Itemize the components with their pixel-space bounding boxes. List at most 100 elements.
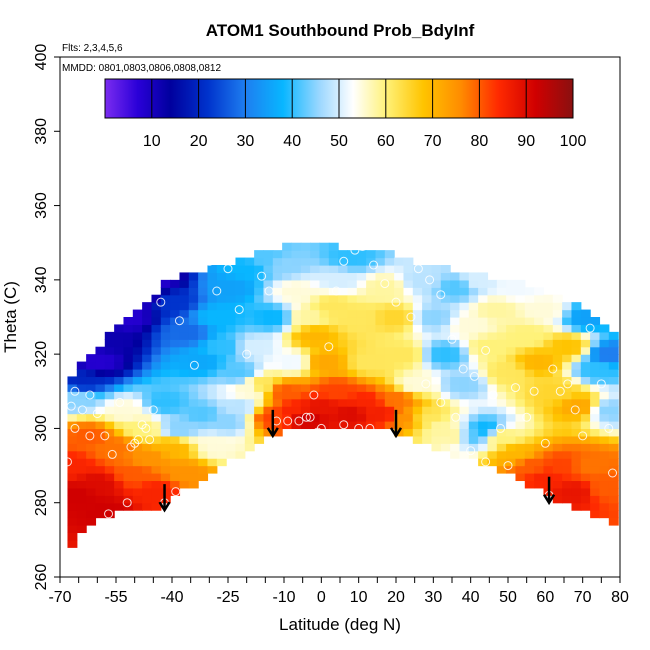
heatmap-cell bbox=[310, 317, 321, 326]
heatmap-cell bbox=[384, 354, 395, 363]
heatmap-cell bbox=[170, 421, 181, 430]
heatmap-cell bbox=[310, 302, 321, 311]
heatmap-cell bbox=[524, 465, 535, 474]
heatmap-cell bbox=[104, 383, 115, 392]
heatmap-cell bbox=[263, 309, 274, 318]
heatmap-cell bbox=[114, 406, 125, 415]
x-tick-label: -10 bbox=[272, 589, 295, 606]
heatmap-cell bbox=[160, 324, 171, 333]
heatmap-cell bbox=[188, 294, 199, 303]
heatmap-cell bbox=[263, 331, 274, 340]
heatmap-cell bbox=[263, 257, 274, 266]
observation-point bbox=[458, 364, 468, 374]
observation-point bbox=[466, 446, 476, 456]
heatmap-cell bbox=[431, 435, 442, 444]
heatmap-cell bbox=[282, 391, 293, 400]
heatmap-cell bbox=[151, 458, 162, 467]
heatmap-cell bbox=[226, 339, 237, 348]
heatmap-cell bbox=[422, 279, 433, 288]
observation-point bbox=[156, 297, 166, 307]
heatmap-cell bbox=[254, 435, 265, 444]
observation-point bbox=[421, 379, 431, 389]
heatmap-cell bbox=[282, 294, 293, 303]
heatmap-cell bbox=[431, 376, 442, 385]
heatmap-cell bbox=[487, 324, 498, 333]
heatmap-cell bbox=[123, 480, 134, 489]
heatmap-cell bbox=[496, 398, 507, 407]
heatmap-cell bbox=[244, 317, 255, 326]
heatmap-cell bbox=[580, 465, 591, 474]
heatmap-cell bbox=[403, 413, 414, 422]
heatmap-cell bbox=[524, 413, 535, 422]
y-tick-label: 400 bbox=[33, 44, 50, 71]
observation-point bbox=[354, 423, 364, 433]
heatmap-cell bbox=[132, 369, 143, 378]
heatmap-cell bbox=[207, 324, 218, 333]
observation-point bbox=[529, 386, 539, 396]
observation-point bbox=[436, 397, 446, 407]
heatmap-cell bbox=[132, 480, 143, 489]
heatmap-cell bbox=[366, 398, 377, 407]
observation-point bbox=[223, 264, 233, 274]
heatmap-cell bbox=[478, 331, 489, 340]
heatmap-cell bbox=[104, 369, 115, 378]
heatmap-cell bbox=[123, 487, 134, 496]
heatmap-cell bbox=[67, 487, 78, 496]
heatmap-cell bbox=[375, 383, 386, 392]
heatmap-cell bbox=[394, 406, 405, 415]
heatmap-cell bbox=[235, 361, 246, 370]
heatmap-cell bbox=[468, 413, 479, 422]
heatmap-cell bbox=[104, 435, 115, 444]
heatmap-cell bbox=[356, 383, 367, 392]
heatmap-cell bbox=[179, 361, 190, 370]
heatmap-cell bbox=[524, 294, 535, 303]
heatmap-cell bbox=[226, 287, 237, 296]
heatmap-cell bbox=[254, 361, 265, 370]
heatmap-cell bbox=[104, 406, 115, 415]
heatmap-cell bbox=[160, 450, 171, 459]
heatmap-cell bbox=[244, 287, 255, 296]
heatmap-cell bbox=[440, 272, 451, 281]
heatmap-cell bbox=[394, 279, 405, 288]
heatmap-cell bbox=[300, 287, 311, 296]
heatmap-cell bbox=[571, 346, 582, 355]
heatmap-cell bbox=[524, 346, 535, 355]
heatmap-cell bbox=[440, 398, 451, 407]
heatmap-cell bbox=[338, 398, 349, 407]
arrow-marker bbox=[389, 409, 403, 439]
heatmap-cell bbox=[496, 279, 507, 288]
heatmap-cell bbox=[95, 502, 106, 511]
colorbar: 10 20 30 40 50 60 70 80 90 100 bbox=[104, 78, 586, 150]
heatmap-cell bbox=[552, 361, 563, 370]
heatmap-cell bbox=[319, 309, 330, 318]
heatmap-cell bbox=[235, 346, 246, 355]
heatmap-cell bbox=[226, 346, 237, 355]
heatmap-cell bbox=[132, 398, 143, 407]
heatmap-cell bbox=[599, 339, 610, 348]
heatmap-cell bbox=[384, 331, 395, 340]
heatmap-cell bbox=[76, 465, 87, 474]
heatmap-cell bbox=[104, 413, 115, 422]
heatmap-cell bbox=[412, 376, 423, 385]
heatmap-cell bbox=[263, 398, 274, 407]
heatmap-cell bbox=[114, 369, 125, 378]
heatmap-cell bbox=[142, 435, 153, 444]
heatmap-cell bbox=[562, 480, 573, 489]
heatmap-cell bbox=[244, 406, 255, 415]
heatmap-cell bbox=[86, 495, 97, 504]
heatmap-cell bbox=[534, 383, 545, 392]
heatmap-cell bbox=[114, 465, 125, 474]
heatmap-cell bbox=[235, 435, 246, 444]
heatmap-cell bbox=[151, 413, 162, 422]
heatmap-cell bbox=[188, 428, 199, 437]
observation-point bbox=[503, 461, 513, 471]
heatmap-cell bbox=[459, 391, 470, 400]
heatmap-cell bbox=[263, 413, 274, 422]
heatmap-cell bbox=[170, 428, 181, 437]
heatmap-cell bbox=[534, 473, 545, 482]
heatmap-cell bbox=[356, 421, 367, 430]
heatmap-cell bbox=[571, 421, 582, 430]
heatmap-cell bbox=[244, 391, 255, 400]
heatmap-cell bbox=[552, 324, 563, 333]
heatmap-cell bbox=[534, 421, 545, 430]
